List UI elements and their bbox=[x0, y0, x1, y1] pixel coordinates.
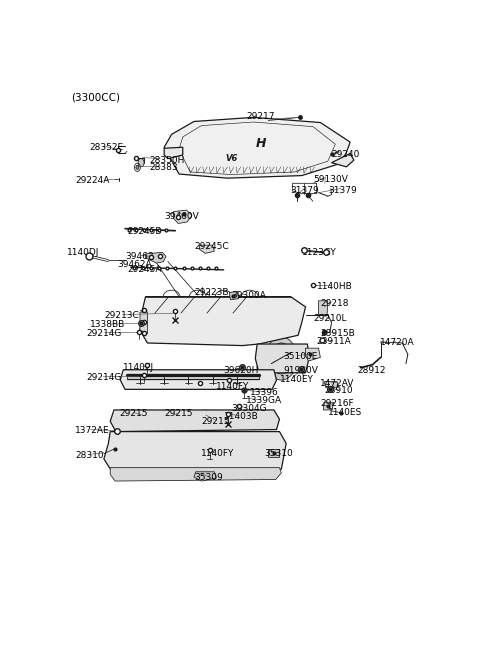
Text: 1140ES: 1140ES bbox=[328, 408, 362, 417]
Text: 29245B: 29245B bbox=[127, 227, 161, 235]
Polygon shape bbox=[140, 312, 147, 334]
Text: 29218: 29218 bbox=[321, 299, 349, 308]
Text: 11403B: 11403B bbox=[224, 412, 258, 421]
Circle shape bbox=[136, 165, 139, 169]
Text: 39463: 39463 bbox=[125, 252, 154, 261]
Text: 1338BB: 1338BB bbox=[90, 320, 125, 329]
Ellipse shape bbox=[167, 412, 180, 421]
Text: 39300A: 39300A bbox=[231, 291, 266, 300]
Text: 39620H: 39620H bbox=[224, 366, 259, 375]
Polygon shape bbox=[145, 252, 166, 263]
Polygon shape bbox=[110, 468, 281, 481]
Polygon shape bbox=[194, 472, 216, 481]
Ellipse shape bbox=[115, 442, 129, 458]
Text: 1140FY: 1140FY bbox=[216, 382, 250, 391]
Ellipse shape bbox=[174, 442, 188, 458]
Text: 28350H: 28350H bbox=[149, 156, 185, 165]
Text: 1123GY: 1123GY bbox=[302, 248, 336, 258]
Text: 1140DJ: 1140DJ bbox=[67, 248, 100, 258]
Ellipse shape bbox=[132, 410, 151, 423]
Text: 1140HB: 1140HB bbox=[317, 282, 352, 291]
Polygon shape bbox=[164, 147, 183, 159]
Text: 1140EJ: 1140EJ bbox=[123, 363, 155, 372]
Polygon shape bbox=[305, 348, 321, 361]
Polygon shape bbox=[268, 449, 279, 458]
Text: 35310: 35310 bbox=[264, 450, 293, 458]
Polygon shape bbox=[324, 402, 334, 410]
Text: 29215: 29215 bbox=[120, 409, 148, 418]
Polygon shape bbox=[332, 153, 354, 167]
Text: 1140EY: 1140EY bbox=[279, 375, 313, 383]
Text: 35100E: 35100E bbox=[283, 353, 318, 361]
Text: (3300CC): (3300CC) bbox=[71, 92, 120, 102]
Ellipse shape bbox=[233, 442, 247, 458]
Text: 29215: 29215 bbox=[202, 417, 230, 425]
Polygon shape bbox=[140, 296, 305, 346]
Text: 28352E: 28352E bbox=[90, 142, 124, 152]
Ellipse shape bbox=[228, 438, 251, 462]
Ellipse shape bbox=[221, 151, 241, 166]
Text: 1372AE: 1372AE bbox=[75, 426, 109, 435]
Text: 28912: 28912 bbox=[358, 366, 386, 375]
Polygon shape bbox=[120, 370, 276, 389]
Circle shape bbox=[138, 159, 144, 167]
Text: V6: V6 bbox=[225, 154, 237, 163]
Text: 29240: 29240 bbox=[332, 151, 360, 159]
Text: 39460V: 39460V bbox=[164, 212, 199, 221]
Polygon shape bbox=[104, 432, 286, 472]
Ellipse shape bbox=[262, 442, 276, 458]
Text: 29214G: 29214G bbox=[86, 329, 121, 339]
Ellipse shape bbox=[144, 442, 158, 458]
Text: 28910: 28910 bbox=[324, 387, 353, 395]
Text: 29215: 29215 bbox=[164, 409, 192, 418]
Text: 29224A: 29224A bbox=[75, 176, 109, 185]
Polygon shape bbox=[255, 344, 309, 373]
Ellipse shape bbox=[258, 438, 280, 462]
Text: 35304G: 35304G bbox=[231, 405, 267, 413]
Polygon shape bbox=[200, 245, 215, 254]
Text: 28911A: 28911A bbox=[317, 337, 351, 347]
Text: 29210L: 29210L bbox=[313, 314, 347, 323]
Ellipse shape bbox=[170, 438, 192, 462]
Text: 28383: 28383 bbox=[149, 163, 178, 173]
Text: 31379: 31379 bbox=[290, 185, 319, 195]
Circle shape bbox=[270, 343, 292, 374]
Text: 29245A: 29245A bbox=[127, 266, 161, 274]
Ellipse shape bbox=[111, 438, 133, 462]
Text: 29213C: 29213C bbox=[105, 311, 139, 320]
Text: 13396: 13396 bbox=[250, 389, 278, 397]
Text: 1140FY: 1140FY bbox=[202, 450, 235, 458]
Text: 31379: 31379 bbox=[328, 185, 357, 195]
Text: 14720A: 14720A bbox=[380, 339, 415, 347]
Polygon shape bbox=[319, 301, 328, 314]
Text: 35309: 35309 bbox=[194, 474, 223, 482]
Circle shape bbox=[266, 337, 297, 380]
Text: 28310: 28310 bbox=[75, 451, 104, 460]
Polygon shape bbox=[229, 292, 239, 300]
Ellipse shape bbox=[196, 410, 215, 423]
Text: 91980V: 91980V bbox=[283, 366, 318, 375]
Polygon shape bbox=[324, 381, 338, 388]
Text: 39462A: 39462A bbox=[118, 260, 152, 269]
Text: 1339GA: 1339GA bbox=[246, 396, 282, 405]
Text: 29214G: 29214G bbox=[86, 373, 121, 382]
Ellipse shape bbox=[198, 412, 212, 421]
Text: 1472AV: 1472AV bbox=[321, 379, 355, 387]
Polygon shape bbox=[110, 410, 279, 432]
Text: 28915B: 28915B bbox=[321, 329, 355, 339]
Ellipse shape bbox=[242, 132, 279, 155]
Ellipse shape bbox=[199, 438, 221, 462]
Polygon shape bbox=[164, 117, 350, 178]
Ellipse shape bbox=[135, 412, 148, 421]
Text: H: H bbox=[256, 137, 266, 150]
Ellipse shape bbox=[164, 410, 183, 423]
Polygon shape bbox=[173, 210, 192, 223]
Ellipse shape bbox=[203, 442, 217, 458]
Text: 29245C: 29245C bbox=[194, 242, 228, 251]
Text: 59130V: 59130V bbox=[313, 175, 348, 184]
Ellipse shape bbox=[140, 438, 163, 462]
Text: 29223B: 29223B bbox=[194, 288, 228, 297]
Text: 29217: 29217 bbox=[246, 112, 275, 121]
Text: 29216F: 29216F bbox=[321, 399, 354, 408]
